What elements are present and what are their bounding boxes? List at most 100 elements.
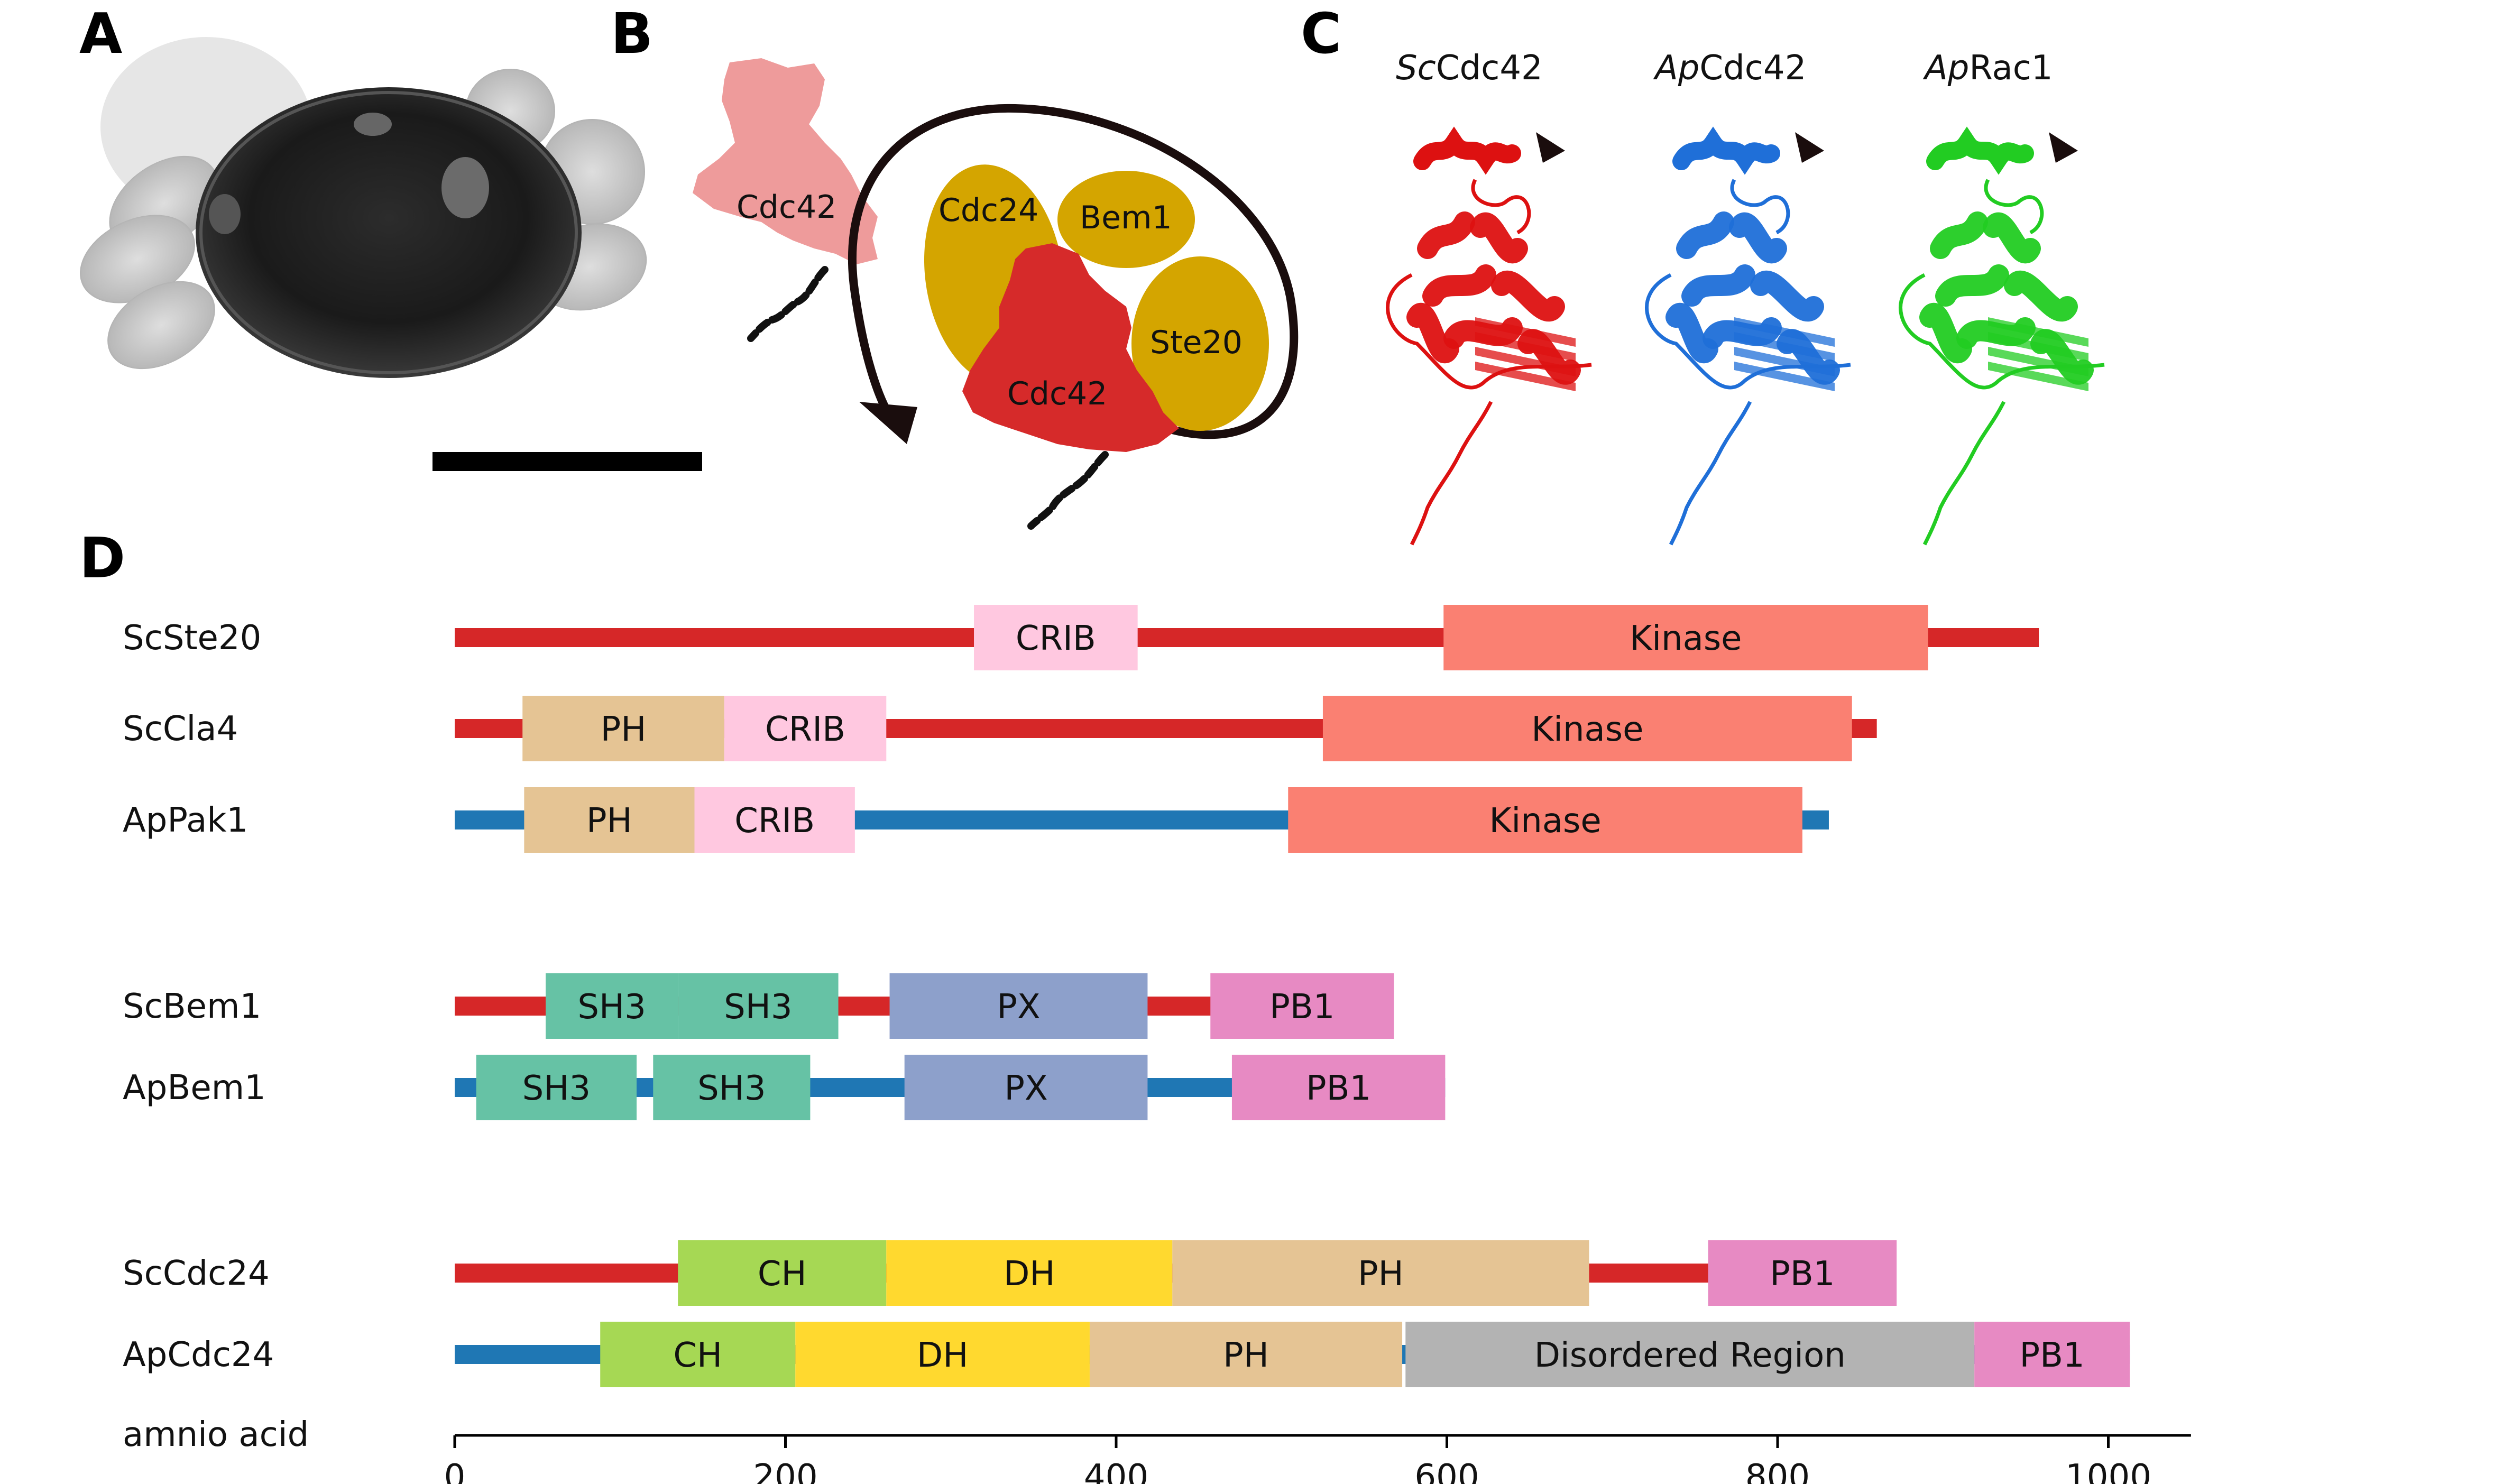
loop xyxy=(1645,273,1851,390)
helix-ribbon xyxy=(1930,211,1988,259)
domain-label: PB1 xyxy=(1269,988,1335,1027)
domain-box xyxy=(1405,1322,1975,1387)
protein-row-apbem1: ApBem1 SH3 SH3 PX PB1 xyxy=(123,1055,1446,1120)
domain-label: DH xyxy=(1004,1255,1055,1294)
loop xyxy=(1471,179,1531,235)
domain-box xyxy=(1708,1240,1897,1306)
panel-b-label: B xyxy=(611,2,653,66)
domain-label: CRIB xyxy=(734,801,815,841)
domain-label: PH xyxy=(586,801,632,841)
beta-strand xyxy=(1988,347,2088,376)
domain-sh3: SH3 xyxy=(678,973,839,1039)
domain-box xyxy=(678,1240,887,1306)
structure-title: ApCdc42 xyxy=(1653,49,1806,88)
domain-label: PX xyxy=(1004,1069,1047,1108)
loop xyxy=(1386,273,1592,390)
protein-row-scbem1: ScBem1 SH3 SH3 PX PB1 xyxy=(123,973,1394,1039)
domain-sh3: SH3 xyxy=(546,973,678,1039)
domain-box xyxy=(600,1322,796,1387)
helix-ribbon xyxy=(1983,212,2041,264)
domain-label: CRIB xyxy=(1016,619,1096,658)
helix-ribbon xyxy=(1926,126,2034,175)
domain-box xyxy=(524,787,695,853)
domain-box xyxy=(653,1055,811,1120)
domain-box xyxy=(1974,1322,2130,1387)
domain-crib: CRIB xyxy=(974,605,1138,670)
domain-box xyxy=(904,1055,1148,1120)
panel-d-label: D xyxy=(79,526,125,591)
species-prefix: Ap xyxy=(1922,49,1969,88)
helix-ribbon xyxy=(1703,317,1782,349)
label-cdc42-active: Cdc42 xyxy=(1007,375,1107,412)
domain-box xyxy=(1322,696,1852,761)
domain-ch: CH xyxy=(600,1322,796,1387)
structure-title: ScCdc42 xyxy=(1396,49,1543,88)
structure-apcdc42: ApCdc42 xyxy=(1645,49,1851,546)
beta-strand xyxy=(1475,347,1576,376)
domain-label: DH xyxy=(917,1336,968,1375)
domain-ph: PH xyxy=(1172,1240,1589,1306)
yeast-cell-micrograph xyxy=(80,37,702,471)
helix-ribbon xyxy=(1681,264,1755,307)
beta-strand xyxy=(1988,332,2088,362)
protein-name-label: ScBem1 xyxy=(123,987,261,1026)
species-prefix: Sc xyxy=(1396,49,1436,88)
panel-c: C ScCdc42 ApCdc42 ApRac1 xyxy=(1301,2,2105,546)
x-tick-label: 600 xyxy=(1414,1458,1479,1484)
panel-a: A xyxy=(79,2,702,471)
label-ste20: Ste20 xyxy=(1150,324,1243,361)
beta-strand xyxy=(1734,317,1835,347)
beta-strand xyxy=(1734,362,1835,391)
helix-ribbon xyxy=(1491,270,1565,322)
protein-structures: ScCdc42 ApCdc42 ApRac1 xyxy=(1386,49,2105,546)
domain-crib: CRIB xyxy=(694,787,855,853)
domain-box xyxy=(724,696,887,761)
beta-strand xyxy=(1988,317,2088,347)
domain-sh3: SH3 xyxy=(653,1055,811,1120)
protein-name-label: ApPak1 xyxy=(123,801,248,840)
bem1-shape xyxy=(1057,171,1195,268)
domain-ph: PH xyxy=(524,787,695,853)
protein-row-sccdc24: ScCdc24 CH DH PH PB1 xyxy=(123,1240,1897,1306)
domain-label: SH3 xyxy=(697,1069,766,1108)
domain-dh: DH xyxy=(886,1240,1173,1306)
domain-label: SH3 xyxy=(577,988,646,1027)
domain-box xyxy=(1089,1322,1403,1387)
beta-strand xyxy=(1734,347,1835,376)
domain-box xyxy=(1443,605,1928,670)
species-prefix: Ap xyxy=(1653,49,1699,88)
x-tick-label: 0 xyxy=(444,1458,466,1484)
arrowhead-marker-icon xyxy=(1536,132,1565,163)
beta-strand xyxy=(1475,362,1576,391)
helix-ribbon xyxy=(1935,264,2009,307)
domain-px: PX xyxy=(889,973,1148,1039)
label-cdc24: Cdc24 xyxy=(938,192,1038,229)
protein-name: Cdc42 xyxy=(1699,49,1806,88)
protein-name: Cdc42 xyxy=(1436,49,1543,88)
helix-ribbon xyxy=(1665,302,1718,364)
x-tick-label: 200 xyxy=(753,1458,817,1484)
beta-strand xyxy=(1475,317,1576,347)
protein-row-scste20: ScSte20 CRIB Kinase xyxy=(123,605,2039,670)
domain-box xyxy=(1172,1240,1589,1306)
domain-label: SH3 xyxy=(724,988,792,1027)
beta-strand xyxy=(1475,332,1576,362)
domain-pb1: PB1 xyxy=(1210,973,1394,1039)
helix-ribbon xyxy=(1443,317,1523,349)
beta-strand xyxy=(1734,332,1835,362)
domain-disordered-region: Disordered Region xyxy=(1405,1322,1975,1387)
helix-ribbon xyxy=(1956,317,2036,349)
protein-row-sccla4: ScCla4 PH CRIB Kinase xyxy=(123,696,1877,761)
helix-ribbon xyxy=(1672,126,1780,175)
panel-a-label: A xyxy=(79,2,122,66)
helix-ribbon xyxy=(1413,126,1521,175)
domain-label: PB1 xyxy=(1306,1069,1371,1108)
protein-name-label: ApCdc24 xyxy=(123,1335,274,1375)
helix-ribbon xyxy=(1729,212,1787,264)
domain-kinase: Kinase xyxy=(1288,787,1802,853)
domain-label: PX xyxy=(997,988,1040,1027)
domain-box xyxy=(546,973,678,1039)
domain-kinase: Kinase xyxy=(1322,696,1852,761)
panel-d: D ScSte20 CRIB Kinase ScCla4 PH CRIB Kinase ApP… xyxy=(79,526,2191,1484)
domain-box xyxy=(476,1055,637,1120)
